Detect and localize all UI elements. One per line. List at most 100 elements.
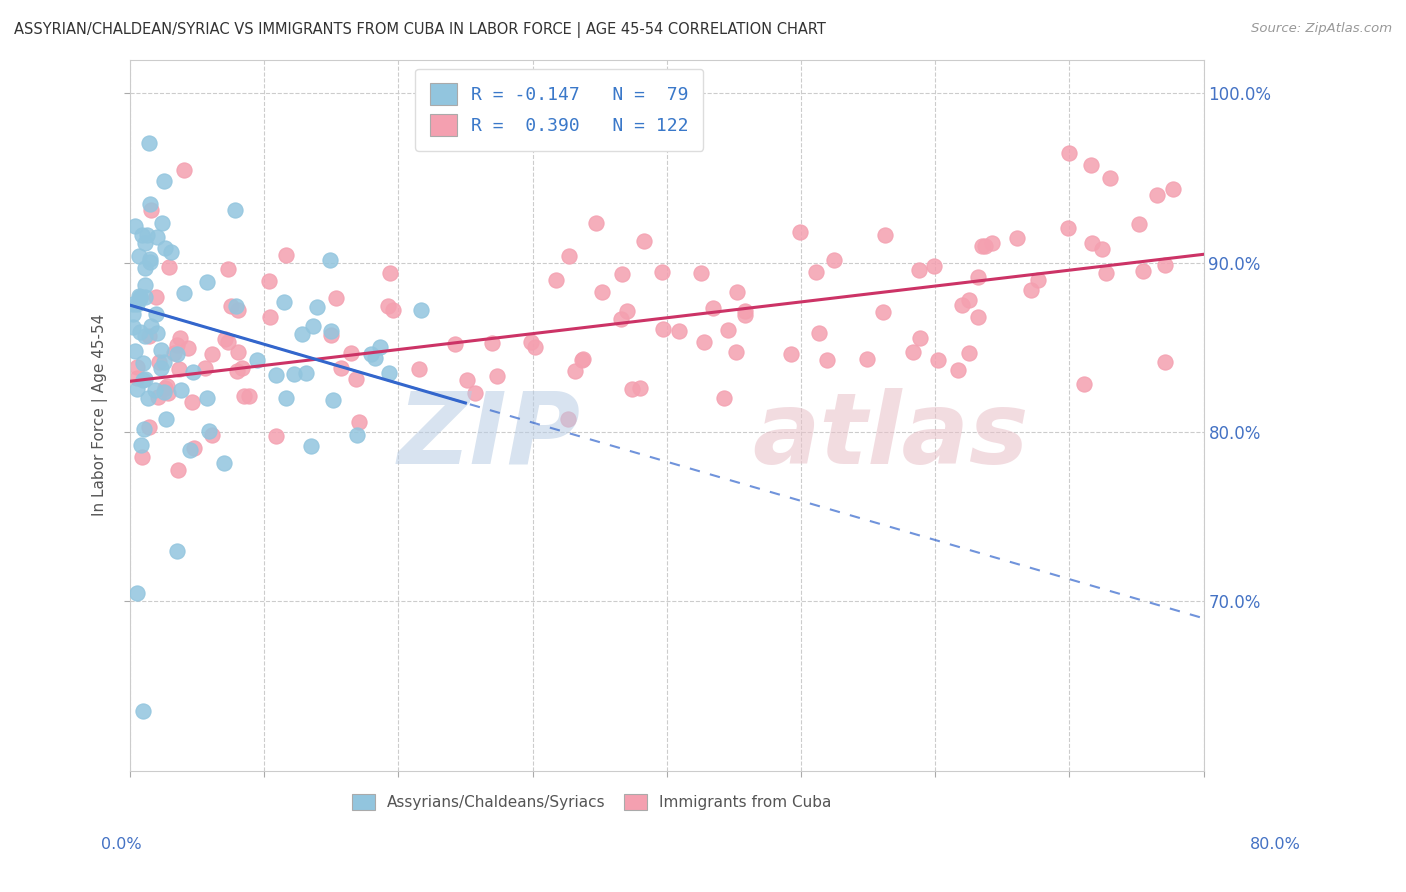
Point bbox=[134, 328, 156, 343]
Point bbox=[1026, 273, 1049, 287]
Point bbox=[377, 300, 399, 314]
Point bbox=[155, 381, 177, 395]
Point bbox=[136, 228, 159, 243]
Point bbox=[124, 343, 146, 358]
Point bbox=[156, 379, 179, 393]
Point bbox=[246, 352, 269, 367]
Point bbox=[713, 392, 735, 406]
Point bbox=[725, 285, 748, 299]
Legend: Assyrians/Chaldeans/Syriacs, Immigrants from Cuba: Assyrians/Chaldeans/Syriacs, Immigrants … bbox=[346, 788, 838, 816]
Point bbox=[360, 347, 382, 361]
Point bbox=[225, 299, 247, 313]
Point bbox=[132, 373, 155, 387]
Point bbox=[181, 394, 204, 409]
Point bbox=[364, 351, 387, 366]
Point bbox=[134, 372, 156, 386]
Point bbox=[807, 326, 830, 340]
Point bbox=[612, 267, 634, 281]
Point bbox=[325, 291, 347, 305]
Point bbox=[134, 422, 156, 436]
Point bbox=[139, 252, 162, 266]
Y-axis label: In Labor Force | Age 45-54: In Labor Force | Age 45-54 bbox=[93, 314, 108, 516]
Point bbox=[294, 367, 316, 381]
Point bbox=[219, 299, 242, 313]
Point bbox=[177, 341, 200, 355]
Point bbox=[149, 360, 172, 375]
Point bbox=[166, 338, 188, 352]
Point bbox=[214, 456, 236, 470]
Point bbox=[121, 320, 143, 334]
Point bbox=[927, 353, 949, 368]
Point bbox=[922, 259, 945, 273]
Point bbox=[609, 312, 631, 326]
Point bbox=[141, 319, 163, 334]
Point bbox=[134, 278, 156, 293]
Point bbox=[972, 239, 994, 253]
Point bbox=[291, 327, 314, 342]
Point bbox=[321, 324, 343, 338]
Point bbox=[134, 289, 156, 303]
Point bbox=[127, 370, 149, 384]
Point bbox=[1161, 181, 1184, 195]
Text: 0.0%: 0.0% bbox=[101, 838, 142, 852]
Point bbox=[340, 345, 363, 359]
Point bbox=[129, 291, 152, 305]
Point bbox=[134, 236, 156, 251]
Point bbox=[167, 362, 190, 376]
Point bbox=[981, 235, 1004, 250]
Point bbox=[128, 249, 150, 263]
Point bbox=[544, 273, 567, 287]
Point bbox=[651, 265, 673, 279]
Point bbox=[908, 331, 931, 345]
Point bbox=[153, 385, 176, 400]
Point bbox=[967, 310, 990, 324]
Point bbox=[621, 382, 644, 396]
Point bbox=[1128, 217, 1150, 231]
Point bbox=[232, 389, 254, 403]
Point bbox=[273, 294, 295, 309]
Point bbox=[131, 227, 153, 242]
Point bbox=[901, 344, 924, 359]
Point bbox=[957, 293, 980, 307]
Point bbox=[264, 429, 287, 443]
Point bbox=[319, 252, 342, 267]
Point bbox=[167, 463, 190, 477]
Point bbox=[138, 136, 160, 151]
Point bbox=[591, 285, 613, 299]
Point bbox=[198, 425, 221, 439]
Point bbox=[122, 297, 145, 311]
Point bbox=[132, 705, 155, 719]
Point bbox=[305, 300, 328, 314]
Point bbox=[125, 297, 148, 311]
Point bbox=[195, 391, 218, 405]
Point bbox=[1080, 157, 1102, 171]
Point bbox=[875, 228, 897, 243]
Point bbox=[668, 324, 690, 338]
Text: 80.0%: 80.0% bbox=[1250, 838, 1301, 852]
Point bbox=[170, 383, 193, 397]
Point bbox=[967, 270, 990, 285]
Point bbox=[166, 347, 188, 361]
Point bbox=[950, 298, 973, 312]
Text: ASSYRIAN/CHALDEAN/SYRIAC VS IMMIGRANTS FROM CUBA IN LABOR FORCE | AGE 45-54 CORR: ASSYRIAN/CHALDEAN/SYRIAC VS IMMIGRANTS F… bbox=[14, 22, 825, 38]
Point bbox=[153, 174, 176, 188]
Point bbox=[299, 439, 322, 453]
Point bbox=[717, 323, 740, 337]
Point bbox=[143, 384, 166, 398]
Point bbox=[464, 385, 486, 400]
Point bbox=[329, 361, 352, 376]
Point bbox=[195, 275, 218, 289]
Point bbox=[160, 244, 183, 259]
Point bbox=[264, 368, 287, 382]
Point bbox=[444, 336, 467, 351]
Point bbox=[238, 389, 260, 403]
Point bbox=[276, 247, 298, 261]
Point bbox=[148, 390, 170, 404]
Point bbox=[173, 162, 195, 177]
Point bbox=[139, 203, 162, 218]
Point bbox=[481, 336, 503, 351]
Point bbox=[201, 347, 224, 361]
Point bbox=[125, 382, 148, 396]
Point bbox=[908, 263, 931, 277]
Point bbox=[145, 290, 167, 304]
